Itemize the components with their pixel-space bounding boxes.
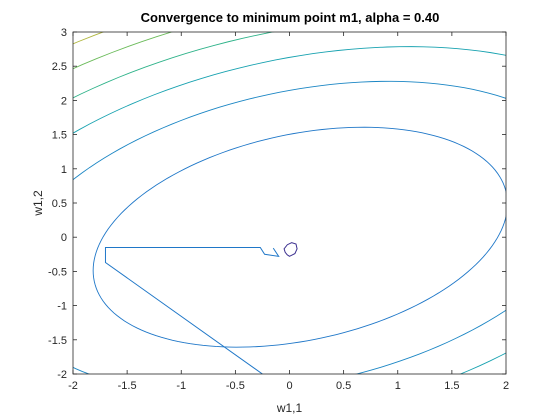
y-tick-label: 0: [61, 232, 67, 244]
y-tick-label: 0.5: [52, 198, 67, 210]
x-tick-label: -1.5: [118, 380, 137, 392]
y-axis-label: w1,2: [31, 190, 45, 217]
x-axis-label: w1,1: [276, 401, 303, 415]
y-tick-label: 2: [61, 95, 67, 107]
x-tick-label: 0.5: [336, 380, 351, 392]
trajectory-layer: [104, 242, 298, 374]
y-axis-ticks: -2 -1.5 -1 -0.5 0 0.5 1 1.5 2 2.5 3: [48, 27, 506, 381]
y-tick-label: -2: [57, 369, 67, 381]
x-tick-label: -2: [68, 380, 78, 392]
contour-line-1: [92, 126, 506, 348]
x-tick-label: -1: [176, 380, 186, 392]
chart-title: Convergence to minimum point m1, alpha =…: [141, 10, 440, 25]
y-tick-label: 1.5: [52, 130, 67, 142]
x-tick-label: 0: [286, 380, 292, 392]
contour-line-2: [73, 80, 506, 374]
y-tick-label: -1.5: [48, 335, 67, 347]
y-tick-label: -1: [57, 301, 67, 313]
y-tick-label: 1: [61, 164, 67, 176]
y-tick-label: 2.5: [52, 61, 67, 73]
x-tick-label: 1.5: [444, 380, 459, 392]
x-tick-label: 2: [503, 380, 509, 392]
y-tick-label: -0.5: [48, 266, 67, 278]
x-tick-label: -0.5: [226, 380, 245, 392]
x-axis-ticks: -2 -1.5 -1 -0.5 0 0.5 1 1.5 2: [68, 32, 509, 392]
y-tick-label: 3: [61, 27, 67, 39]
x-tick-label: 1: [395, 380, 401, 392]
minimum-point-path: [283, 242, 298, 257]
contour-line-3: [73, 46, 506, 374]
trajectory-line: [104, 246, 280, 374]
